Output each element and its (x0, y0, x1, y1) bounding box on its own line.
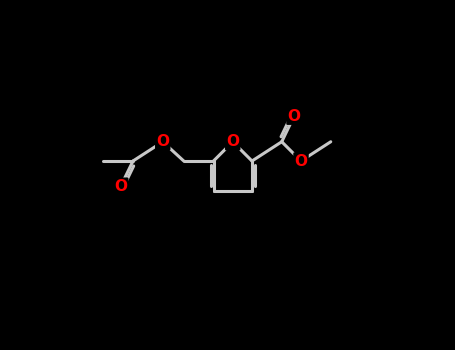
Text: O: O (294, 154, 308, 168)
Text: O: O (288, 109, 300, 124)
Text: O: O (114, 179, 127, 194)
Text: O: O (226, 134, 239, 149)
Text: O: O (156, 134, 169, 149)
